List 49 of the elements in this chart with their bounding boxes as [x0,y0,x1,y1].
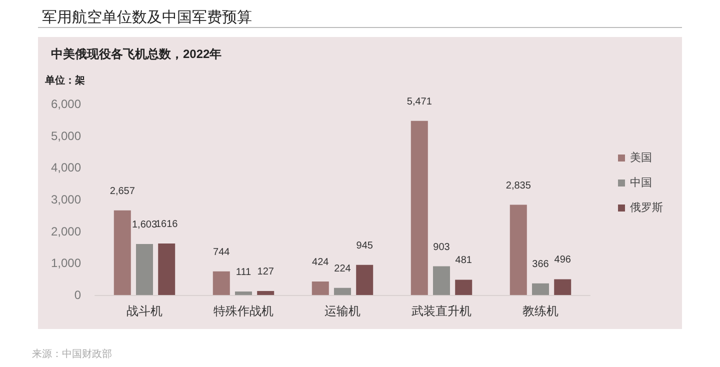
bar [410,120,428,295]
data-label: 127 [257,266,274,278]
bar [257,290,274,295]
bar [136,244,153,295]
chart-subtitle: 中美俄现役各飞机总数，2022年 [51,47,222,61]
bar [433,266,450,295]
x-tick-label: 武装直升机 [412,304,472,318]
data-label: 1,603 [132,219,158,230]
y-tick-label: 2,000 [50,224,82,238]
x-tick-label: 战斗机 [126,304,162,318]
data-label: 1616 [155,219,178,230]
x-tick-label: 运输机 [324,304,360,318]
x-tick-label: 特殊作战机 [214,304,274,318]
legend-label: 中国 [630,176,652,189]
data-label: 2,657 [110,186,136,197]
y-tick-label: 6,000 [50,97,82,111]
y-tick-label: 3,000 [50,192,82,206]
y-tick-label: 4,000 [50,160,82,175]
data-label: 903 [433,242,450,253]
data-label: 5,471 [406,96,432,108]
y-tick-label: 0 [74,288,82,302]
y-tick-label: 1,000 [50,256,82,270]
bar [510,204,527,295]
data-label: 744 [213,246,230,258]
bar [158,244,176,295]
bar [312,282,329,295]
data-label: 945 [356,240,374,252]
chart-title: 军用航空单位数及中国军费预算 [38,8,682,28]
y-axis-title: 单位：架 [44,74,85,86]
bar [554,279,572,295]
bar [334,288,351,295]
data-label: 496 [554,254,572,266]
bar [532,283,549,295]
data-label: 366 [532,258,550,270]
bar [212,271,230,295]
data-label: 2,835 [506,180,532,192]
bar [356,264,374,295]
bar [455,280,472,295]
bar [114,210,131,295]
legend-label: 美国 [630,151,652,164]
data-label: 424 [312,257,330,268]
data-label: 481 [455,255,472,266]
source-note: 来源：中国财政部 [32,348,112,361]
legend-label: 俄罗斯 [630,201,663,214]
data-label: 224 [334,263,352,274]
x-tick-label: 教练机 [522,304,558,318]
data-label: 111 [236,266,252,278]
y-tick-label: 5,000 [50,128,82,143]
bar [235,291,252,295]
